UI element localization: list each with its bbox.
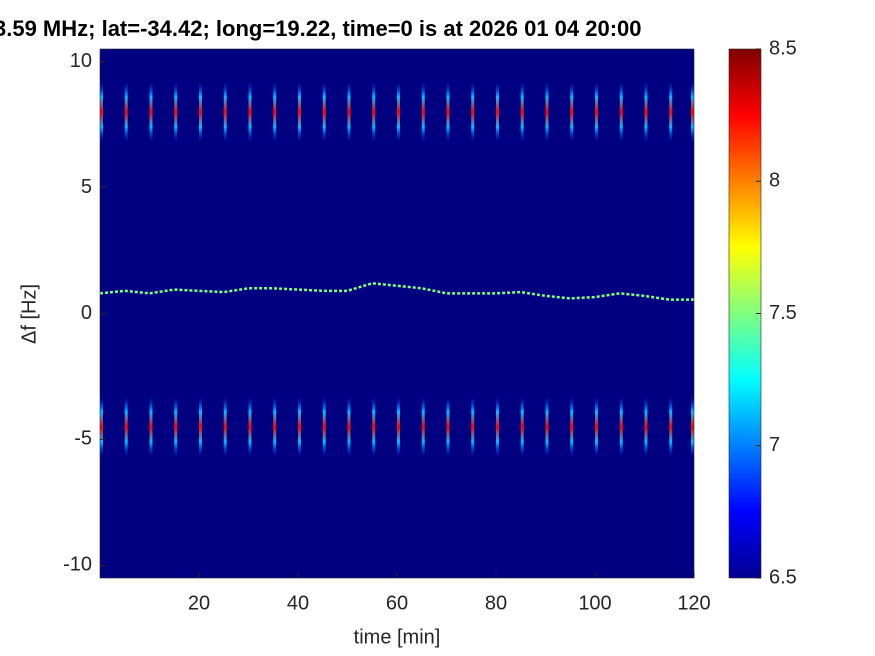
pulse [421,396,425,458]
pulse [594,81,598,143]
pulse [495,396,499,458]
pulse [124,81,128,143]
y-tick-label: 0 [81,302,92,324]
pulse [570,396,574,458]
y-tick-label: 5 [81,176,92,198]
pulse [99,81,103,143]
chart-title: 3.59 MHz; lat=-34.42; long=19.22, time=0… [0,16,642,41]
pulse [99,396,103,458]
pulse [273,81,277,143]
pulse [669,81,673,143]
pulse [570,81,574,143]
pulse [149,396,153,458]
pulse [619,81,623,143]
pulse [691,81,694,143]
x-tick-label: 120 [677,592,710,614]
colorbar-tick-label: 6.5 [769,566,797,588]
pulse [174,396,178,458]
pulse [446,81,450,143]
pulse [248,81,252,143]
x-tick-label: 60 [386,592,408,614]
y-tick-label: 10 [70,50,92,72]
pulse [174,81,178,143]
x-tick-label: 20 [188,592,210,614]
x-axis-label: time [min] [354,626,441,648]
pulse [644,81,648,143]
pulse [372,81,376,143]
pulse [545,396,549,458]
pulse [520,396,524,458]
pulse [446,396,450,458]
pulse [149,81,153,143]
pulse [347,81,351,143]
pulse [669,396,673,458]
pulse [644,396,648,458]
pulse [421,81,425,143]
colorbar-tick-label: 7.5 [769,302,797,324]
pulse [471,81,475,143]
pulse [124,396,128,458]
pulse [691,396,694,458]
pulse [248,396,252,458]
pulse [198,396,202,458]
x-tick-label: 100 [578,592,611,614]
y-tick-label: -10 [63,554,92,576]
pulse [198,81,202,143]
colorbar-tick-label: 8 [769,170,780,192]
x-tick-label: 40 [287,592,309,614]
pulse [594,396,598,458]
pulse [396,81,400,143]
pulse [619,396,623,458]
y-axis-label: Δf [Hz] [18,284,40,344]
y-tick-label: -5 [74,428,92,450]
pulse [223,396,227,458]
pulse [347,396,351,458]
pulse [322,396,326,458]
pulse [297,396,301,458]
pulse [545,81,549,143]
pulse [471,396,475,458]
x-tick-label: 80 [485,592,507,614]
pulse [322,81,326,143]
colorbar [728,48,762,579]
pulse [495,81,499,143]
pulse [273,396,277,458]
pulse [372,396,376,458]
colorbar-tick-label: 8.5 [769,37,797,59]
pulse [396,396,400,458]
pulse [520,81,524,143]
colorbar-tick-label: 7 [769,434,780,456]
pulse [297,81,301,143]
pulse [223,81,227,143]
